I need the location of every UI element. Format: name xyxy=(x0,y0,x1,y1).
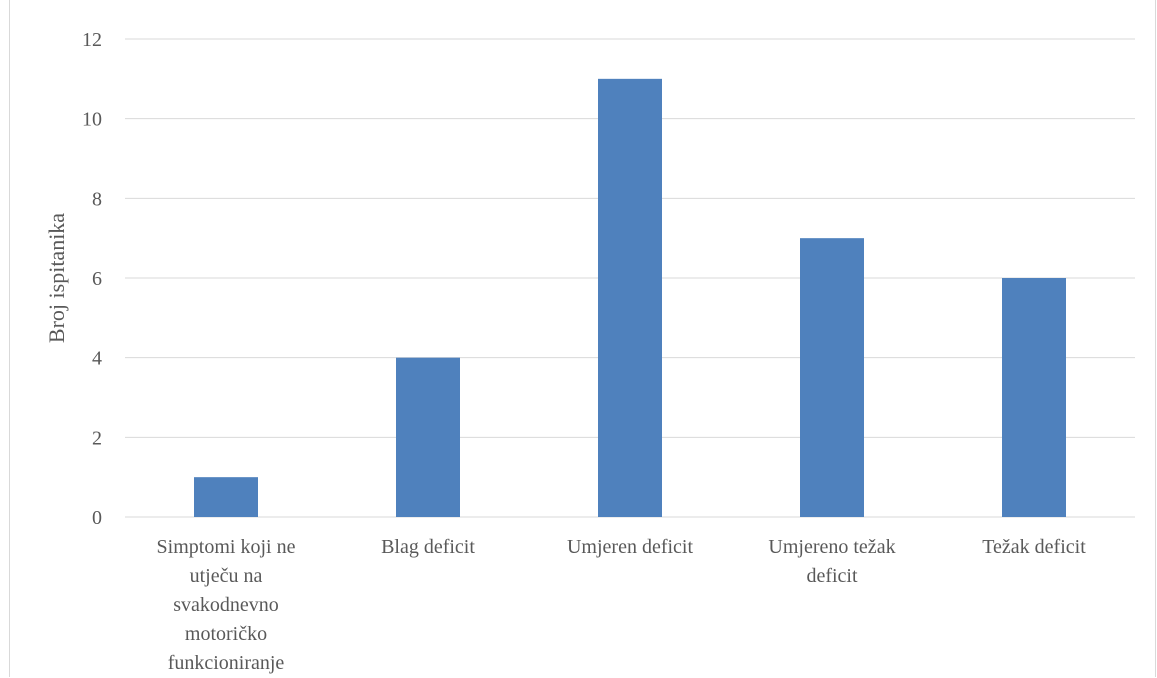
y-tick-label: 6 xyxy=(92,268,102,290)
x-category-label: Blag deficit xyxy=(381,536,475,558)
bar xyxy=(396,357,460,517)
x-category-label: Umjeren deficit xyxy=(567,536,693,558)
bar xyxy=(800,238,864,517)
bar xyxy=(194,477,258,517)
y-axis-title: Broj ispitanika xyxy=(44,213,69,343)
x-category-label: Težak deficit xyxy=(982,536,1086,558)
y-tick-label: 12 xyxy=(82,29,102,51)
bars xyxy=(194,78,1066,517)
x-category-label: Simptomi koji ne utječu na svakodnevno moto… xyxy=(157,536,296,674)
y-tick-label: 4 xyxy=(92,348,102,370)
x-category-labels: Simptomi koji ne utječu na svakodnevno moto… xyxy=(157,536,1087,674)
chart-frame xyxy=(9,0,1156,677)
y-tick-label: 2 xyxy=(92,427,102,449)
bar xyxy=(1002,278,1066,517)
y-tick-labels: 0 2 4 6 8 10 12 xyxy=(82,29,102,529)
x-category-label: Umjereno težak deficit xyxy=(768,536,895,587)
bar xyxy=(598,78,662,517)
y-tick-label: 10 xyxy=(82,109,102,131)
y-tick-label: 0 xyxy=(92,507,102,529)
y-tick-label: 8 xyxy=(92,188,102,210)
